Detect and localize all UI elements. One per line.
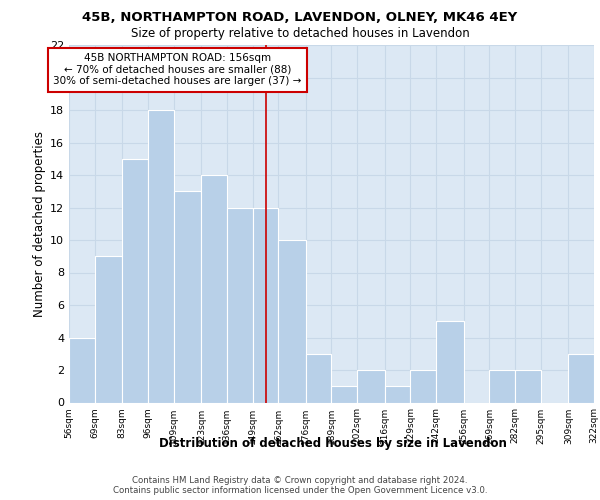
- Bar: [306, 354, 331, 403]
- Bar: [69, 338, 95, 402]
- Bar: [173, 192, 201, 402]
- Bar: [385, 386, 410, 402]
- Bar: [410, 370, 436, 402]
- Bar: [278, 240, 306, 402]
- Bar: [122, 159, 148, 402]
- Text: Contains HM Land Registry data © Crown copyright and database right 2024.: Contains HM Land Registry data © Crown c…: [132, 476, 468, 485]
- Bar: [227, 208, 253, 402]
- Bar: [490, 370, 515, 402]
- Bar: [253, 208, 278, 402]
- Bar: [515, 370, 541, 402]
- Text: Size of property relative to detached houses in Lavendon: Size of property relative to detached ho…: [131, 28, 469, 40]
- Bar: [357, 370, 385, 402]
- Y-axis label: Number of detached properties: Number of detached properties: [33, 130, 46, 317]
- Text: 45B, NORTHAMPTON ROAD, LAVENDON, OLNEY, MK46 4EY: 45B, NORTHAMPTON ROAD, LAVENDON, OLNEY, …: [82, 11, 518, 24]
- Bar: [331, 386, 357, 402]
- Bar: [148, 110, 173, 403]
- Bar: [436, 322, 464, 402]
- Bar: [95, 256, 122, 402]
- Text: 45B NORTHAMPTON ROAD: 156sqm
← 70% of detached houses are smaller (88)
30% of se: 45B NORTHAMPTON ROAD: 156sqm ← 70% of de…: [53, 53, 302, 86]
- Bar: [201, 175, 227, 402]
- Text: Distribution of detached houses by size in Lavendon: Distribution of detached houses by size …: [159, 438, 507, 450]
- Text: Contains public sector information licensed under the Open Government Licence v3: Contains public sector information licen…: [113, 486, 487, 495]
- Bar: [568, 354, 594, 403]
